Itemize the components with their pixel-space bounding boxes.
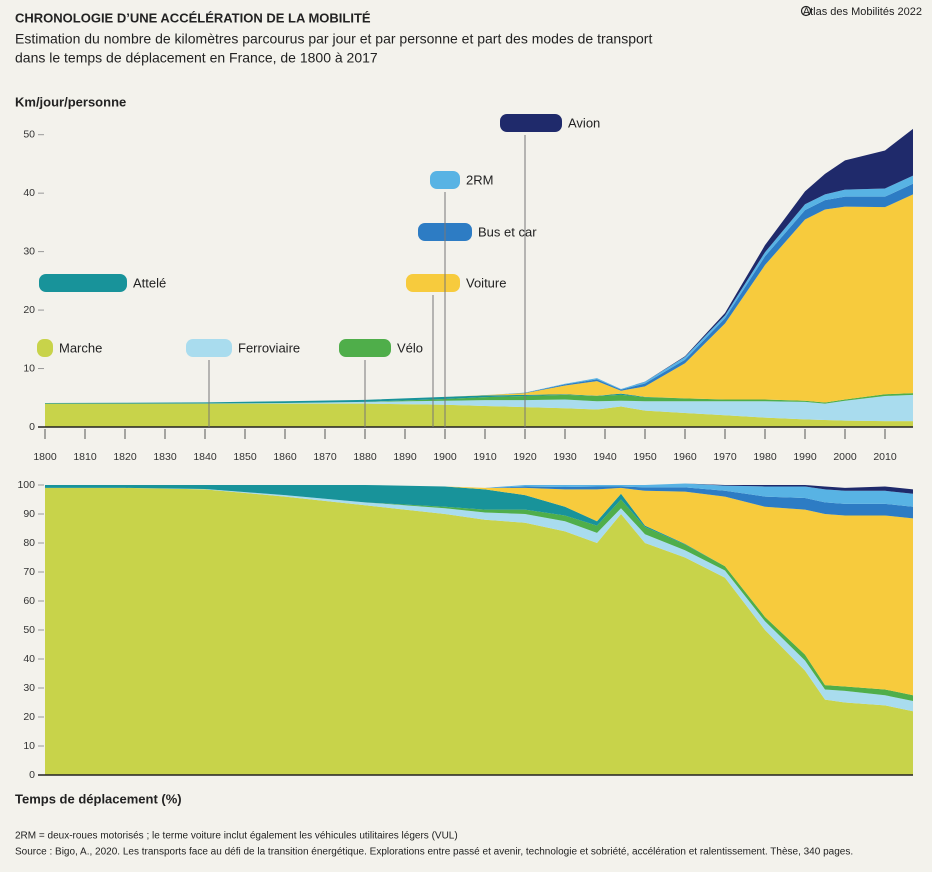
area <box>45 183 913 404</box>
annotation: Voiture <box>466 275 506 290</box>
subtitle: dans le temps de déplacement en France, … <box>15 50 378 66</box>
x-tick-label: 1950 <box>633 451 657 463</box>
annotation: Vélo <box>397 340 423 355</box>
x-tick-label: 1980 <box>753 451 777 463</box>
x-tick-label: 1920 <box>513 451 537 463</box>
y-tick-label: 60 <box>23 595 35 607</box>
annotation: Ferroviaire <box>238 340 300 355</box>
chart-title: CHRONOLOGIE D’UNE ACCÉLÉRATION DE LA MOB… <box>15 10 371 25</box>
y-tick-label: 10 <box>23 740 35 752</box>
annotation: Marche <box>59 340 102 355</box>
x-tick-label: 1970 <box>713 451 737 463</box>
mode-icon <box>186 339 232 357</box>
x-tick-label: 1940 <box>593 451 617 463</box>
y-tick-label: 50 <box>23 128 35 140</box>
x-tick-label: 2000 <box>833 451 857 463</box>
y-tick-label: 20 <box>23 711 35 723</box>
area <box>45 194 913 404</box>
y-tick-label: 30 <box>23 245 35 257</box>
y-tick-label: 30 <box>23 682 35 694</box>
x-tick-label: 1830 <box>153 451 177 463</box>
x-tick-label: 1910 <box>473 451 497 463</box>
x-tick-label: 1800 <box>33 451 57 463</box>
credit: Atlas des Mobilités 2022 <box>803 6 922 18</box>
mode-icon <box>430 171 460 189</box>
annotation: 2RM <box>466 172 493 187</box>
x-tick-label: 2010 <box>873 451 897 463</box>
y-tick-label: 100 <box>17 479 35 491</box>
annotation: Attelé <box>133 275 166 290</box>
mode-icon <box>339 339 391 357</box>
y-tick-label: 10 <box>23 362 35 374</box>
area <box>45 394 913 422</box>
y-tick-label: 70 <box>23 566 35 578</box>
x-tick-label: 1860 <box>273 451 297 463</box>
x-tick-label: 1870 <box>313 451 337 463</box>
y-tick-label: 80 <box>23 537 35 549</box>
mode-icon <box>500 114 562 132</box>
x-tick-label: 1890 <box>393 451 417 463</box>
x-tick-label: 1820 <box>113 451 137 463</box>
y-tick-label: 0 <box>29 421 35 433</box>
y-tick-label: 40 <box>23 187 35 199</box>
x-tick-label: 1930 <box>553 451 577 463</box>
mode-icon <box>37 339 53 357</box>
x-tick-label: 1960 <box>673 451 697 463</box>
source: Source : Bigo, A., 2020. Les transports … <box>15 847 853 858</box>
x-tick-label: 1880 <box>353 451 377 463</box>
y-tick-label: 50 <box>23 624 35 636</box>
cc-icon <box>800 5 812 17</box>
area <box>45 393 913 404</box>
x-tick-label: 1810 <box>73 451 97 463</box>
x-tick-label: 1840 <box>193 451 217 463</box>
note: 2RM = deux-roues motorisés ; le terme vo… <box>15 831 458 842</box>
area <box>45 487 913 775</box>
y-tick-label: 90 <box>23 508 35 520</box>
subtitle: Estimation du nombre de kilomètres parco… <box>15 31 652 47</box>
x-tick-label: 1850 <box>233 451 257 463</box>
area <box>45 175 913 404</box>
x-tick-label: 1990 <box>793 451 817 463</box>
annotation: Bus et car <box>478 224 537 239</box>
mode-icon <box>406 274 460 292</box>
annotation: Avion <box>568 115 600 130</box>
area <box>45 485 913 696</box>
y-tick-label: 40 <box>23 653 35 665</box>
y-tick-label: 20 <box>23 304 35 316</box>
x-tick-label: 1900 <box>433 451 457 463</box>
y-axis-label: Temps de déplacement (%) <box>15 791 182 806</box>
y-tick-label: 0 <box>29 769 35 781</box>
y-axis-label: Km/jour/personne <box>15 94 126 109</box>
mode-icon <box>39 274 127 292</box>
area <box>45 403 913 427</box>
